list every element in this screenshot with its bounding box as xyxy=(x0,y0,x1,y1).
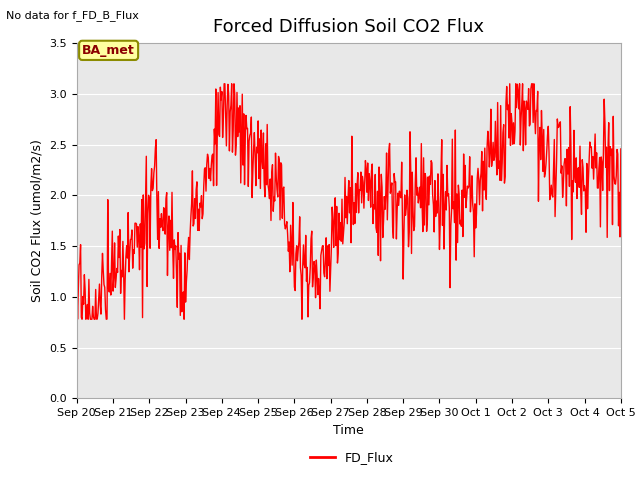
Text: BA_met: BA_met xyxy=(82,44,135,57)
Title: Forced Diffusion Soil CO2 Flux: Forced Diffusion Soil CO2 Flux xyxy=(213,18,484,36)
Legend: FD_Flux: FD_Flux xyxy=(305,446,399,469)
X-axis label: Time: Time xyxy=(333,424,364,437)
Text: No data for f_FD_B_Flux: No data for f_FD_B_Flux xyxy=(6,10,140,21)
Y-axis label: Soil CO2 Flux (umol/m2/s): Soil CO2 Flux (umol/m2/s) xyxy=(31,139,44,302)
